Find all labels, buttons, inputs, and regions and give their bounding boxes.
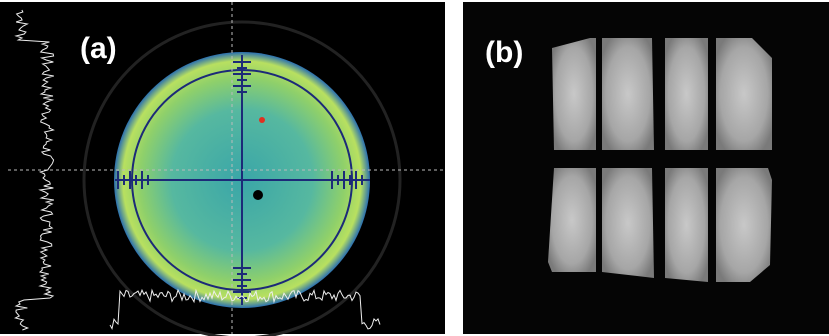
- profile-trace: [109, 288, 381, 330]
- panel-b: (b): [463, 2, 829, 334]
- panel-label: (b): [485, 36, 523, 69]
- pad: [665, 168, 708, 282]
- pad: [552, 38, 596, 150]
- reticle-ticks: [117, 61, 363, 299]
- panel-label: (a): [80, 32, 117, 65]
- panel-a: (a): [0, 2, 445, 336]
- pad: [548, 168, 596, 272]
- pad: [716, 168, 772, 282]
- pad: [602, 38, 654, 150]
- pad: [716, 38, 772, 150]
- beam-dot: [253, 190, 263, 200]
- profile-trace: [14, 9, 55, 331]
- hot-spot: [259, 117, 265, 123]
- outer-ring: [82, 20, 402, 336]
- pad: [602, 168, 654, 278]
- pad: [665, 38, 708, 150]
